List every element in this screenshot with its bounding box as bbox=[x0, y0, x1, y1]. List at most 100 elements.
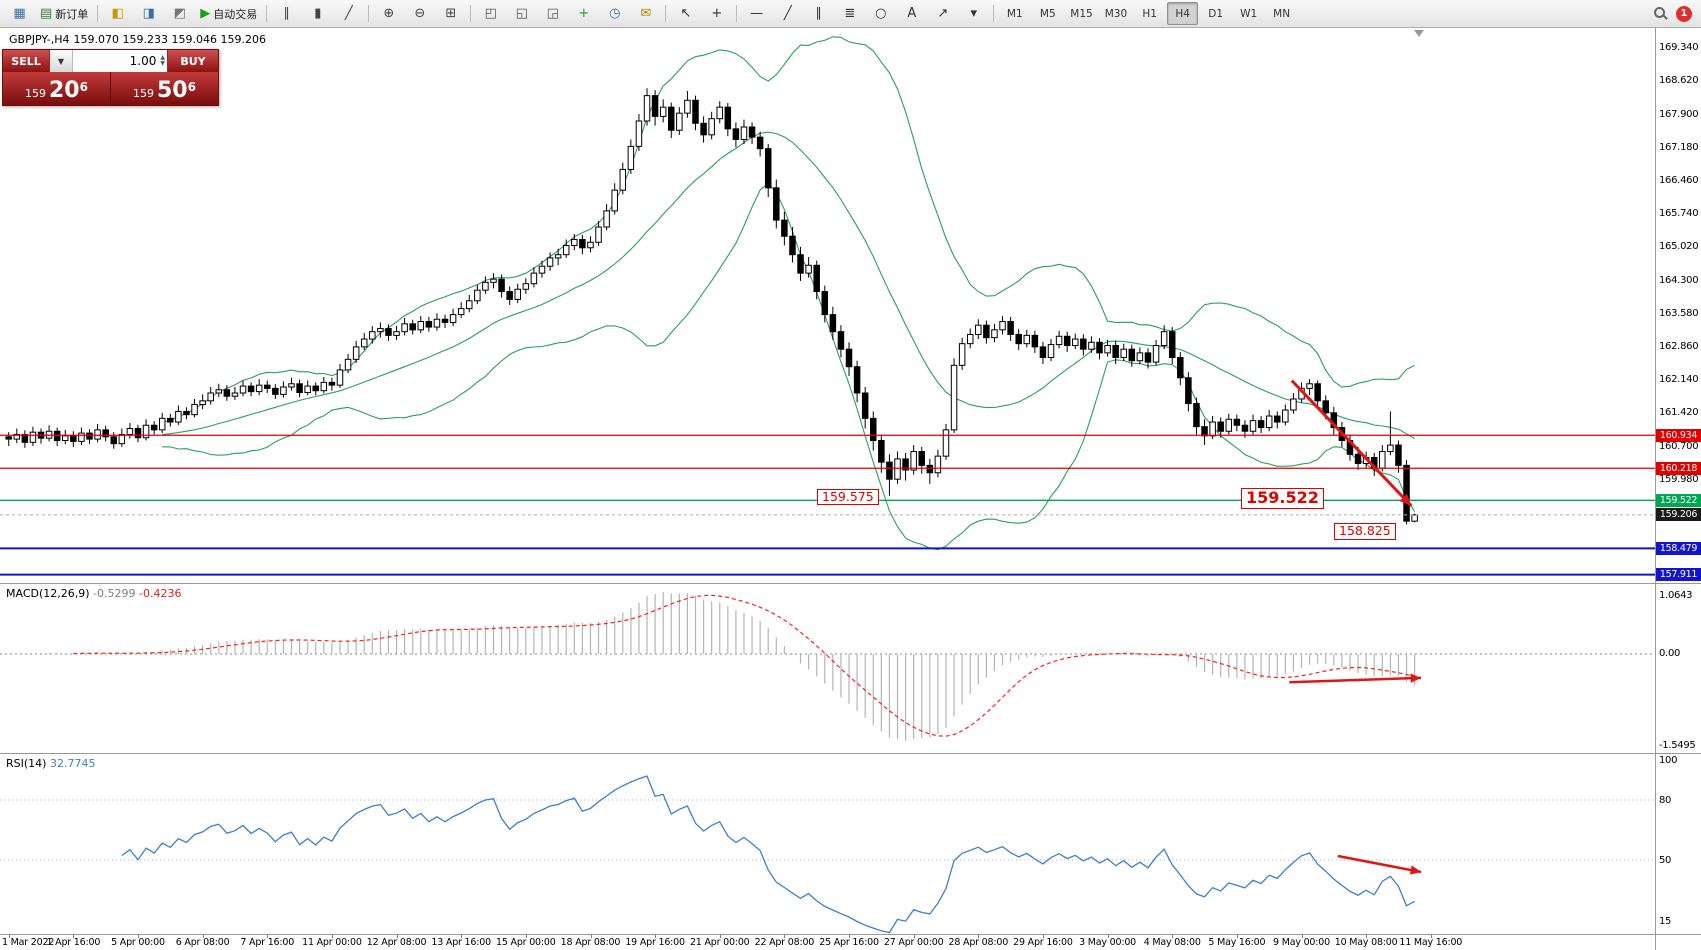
text-tool-icon[interactable]: A bbox=[897, 2, 926, 25]
terminal-icon[interactable]: ◩ bbox=[165, 2, 194, 25]
chart-layout-1-icon[interactable]: ◰ bbox=[476, 2, 505, 25]
volume-dropdown[interactable]: ▼ bbox=[49, 50, 73, 72]
line-chart-icon[interactable]: ╱ bbox=[334, 2, 363, 25]
crosshair-icon: + bbox=[711, 6, 723, 21]
macd-indicator-label: MACD(12,26,9) -0.5299 -0.4236 bbox=[6, 587, 181, 600]
rsi-value: 32.7745 bbox=[49, 757, 96, 770]
bar-chart-icon[interactable]: ∥ bbox=[272, 2, 301, 25]
macd-histogram bbox=[48, 592, 1416, 741]
tile-windows-icon[interactable]: ⊞ bbox=[436, 2, 465, 25]
channel-tool-icon: ∥ bbox=[815, 6, 823, 21]
toolbar-separator bbox=[665, 5, 667, 22]
app-icon: ▦ bbox=[13, 6, 26, 21]
cursor-icon[interactable]: ↖ bbox=[671, 2, 700, 25]
horizontal-line-tool-icon[interactable]: — bbox=[742, 2, 771, 25]
shapes-tool-icon[interactable]: ○ bbox=[866, 2, 895, 25]
macd-signal-line bbox=[73, 594, 1415, 737]
trade-widget-prices: 159 20 6 159 50 6 bbox=[3, 72, 218, 105]
macd-name: MACD(12,26,9) bbox=[6, 587, 90, 600]
chart-layout-3-icon: ◲ bbox=[546, 6, 559, 21]
search-icon[interactable] bbox=[1653, 6, 1668, 21]
app-icon[interactable]: ▦ bbox=[5, 2, 34, 25]
buy-price-prefix: 159 bbox=[133, 87, 154, 100]
crosshair-icon[interactable]: + bbox=[702, 2, 731, 25]
buy-price-sup: 6 bbox=[187, 80, 196, 94]
chart-shift-marker bbox=[1414, 30, 1424, 37]
notification-badge[interactable]: 1 bbox=[1676, 5, 1692, 22]
candlestick-chart-icon: ▮ bbox=[314, 6, 322, 21]
text-tool-icon: A bbox=[907, 6, 917, 21]
buy-price-big: 50 bbox=[157, 78, 188, 103]
arrows-tool-icon[interactable]: ↗ bbox=[928, 2, 957, 25]
spin-up-icon[interactable]: ▲ bbox=[160, 54, 165, 61]
candlestick-chart-icon[interactable]: ▮ bbox=[303, 2, 332, 25]
symbol-ohlc-header: GBPJPY-,H4 159.070 159.233 159.046 159.20… bbox=[9, 33, 270, 46]
trendline-tool-icon: ╱ bbox=[783, 6, 792, 21]
spin-down-icon[interactable]: ▼ bbox=[160, 60, 165, 67]
timeframe-w1-button[interactable]: W1 bbox=[1240, 7, 1258, 20]
market-watch-icon[interactable]: ◧ bbox=[103, 2, 132, 25]
new-order-button-label: 新订单 bbox=[55, 7, 89, 21]
macd-main-value: -0.5299 bbox=[93, 587, 136, 600]
toolbar-separator bbox=[470, 5, 472, 22]
clock-icon[interactable]: ◷ bbox=[600, 2, 629, 25]
new-order-button[interactable]: ▤ 新订单 bbox=[36, 2, 92, 25]
rsi-arrow[interactable] bbox=[1337, 854, 1422, 875]
sell-price[interactable]: 159 20 6 bbox=[3, 72, 110, 105]
new-chart-icon: + bbox=[578, 6, 590, 21]
navigator-icon[interactable]: ◨ bbox=[134, 2, 163, 25]
downtrend-arrow[interactable] bbox=[1290, 379, 1413, 507]
auto-trading-button-icon: ▶ bbox=[200, 6, 211, 21]
timeframe-h4-button[interactable]: H4 bbox=[1167, 2, 1199, 25]
new-chart-icon[interactable]: + bbox=[569, 2, 598, 25]
arrows-tool-icon: ↗ bbox=[937, 6, 949, 21]
toolbar-separator bbox=[266, 5, 268, 22]
volume-value: 1.00 bbox=[129, 54, 157, 68]
sell-button[interactable]: SELL bbox=[3, 50, 49, 72]
mail-icon[interactable]: ✉ bbox=[631, 2, 660, 25]
buy-button[interactable]: BUY bbox=[168, 50, 218, 72]
trade-widget-top-row: SELL ▼ 1.00 ▲ ▼ BUY bbox=[3, 50, 218, 72]
chart-layout-1-icon: ◰ bbox=[484, 6, 497, 21]
chevron-down-icon: ▼ bbox=[57, 56, 65, 66]
zoom-out-icon[interactable]: ⊖ bbox=[405, 2, 434, 25]
volume-stepper[interactable]: ▲ ▼ bbox=[160, 55, 165, 67]
new-order-button-icon: ▤ bbox=[40, 6, 53, 21]
navigator-icon: ◨ bbox=[142, 6, 155, 21]
rsi-name: RSI(14) bbox=[6, 757, 47, 770]
bar-chart-icon: ∥ bbox=[283, 6, 291, 21]
timeframe-mn-button[interactable]: MN bbox=[1273, 7, 1291, 20]
fibonacci-tool-icon[interactable]: ≣ bbox=[835, 2, 864, 25]
trendline-tool-icon[interactable]: ╱ bbox=[773, 2, 802, 25]
auto-trading-button[interactable]: ▶ 自动交易 bbox=[196, 2, 261, 25]
timeframe-h1-button[interactable]: H1 bbox=[1142, 7, 1157, 20]
terminal-icon: ◩ bbox=[173, 6, 186, 21]
toolbar-separator bbox=[736, 5, 738, 22]
timeframe-m30-button[interactable]: M30 bbox=[1104, 7, 1128, 20]
timeframe-d1-button[interactable]: D1 bbox=[1208, 7, 1224, 20]
zoom-out-icon: ⊖ bbox=[414, 6, 426, 21]
toolbar: ▦ ▤ 新订单 ◧ ◨ ◩ ▶ 自动交易 ∥ ▮ ╱ ⊕ ⊖ ⊞ ◰ ◱ ◲ + ◷ ✉ ↖ + — ╱ ∥ ≣ ○ A ↗ ▾ M1 M5 M… bbox=[0, 0, 1701, 28]
sell-price-sup: 6 bbox=[79, 80, 88, 94]
timeframe-m15-button[interactable]: M15 bbox=[1070, 7, 1093, 20]
channel-tool-icon[interactable]: ∥ bbox=[804, 2, 833, 25]
more-tools-icon[interactable]: ▾ bbox=[959, 2, 988, 25]
toolbar-separator bbox=[368, 5, 370, 22]
timeframe-m1-button[interactable]: M1 bbox=[1006, 7, 1023, 20]
horizontal-line-tool-icon: — bbox=[750, 6, 764, 21]
fibonacci-tool-icon: ≣ bbox=[844, 6, 856, 21]
tile-windows-icon: ⊞ bbox=[445, 6, 457, 21]
timeframe-m5-button[interactable]: M5 bbox=[1039, 7, 1056, 20]
chart-layout-2-icon[interactable]: ◱ bbox=[507, 2, 536, 25]
toolbar-separator bbox=[97, 5, 99, 22]
shapes-tool-icon: ○ bbox=[875, 6, 887, 21]
chart-layout-2-icon: ◱ bbox=[515, 6, 528, 21]
chart-layout-3-icon[interactable]: ◲ bbox=[538, 2, 567, 25]
zoom-in-icon[interactable]: ⊕ bbox=[374, 2, 403, 25]
macd-arrow[interactable] bbox=[1289, 673, 1422, 684]
volume-field[interactable]: 1.00 ▲ ▼ bbox=[73, 50, 168, 72]
rsi-line bbox=[121, 775, 1415, 934]
buy-price[interactable]: 159 50 6 bbox=[110, 72, 218, 105]
